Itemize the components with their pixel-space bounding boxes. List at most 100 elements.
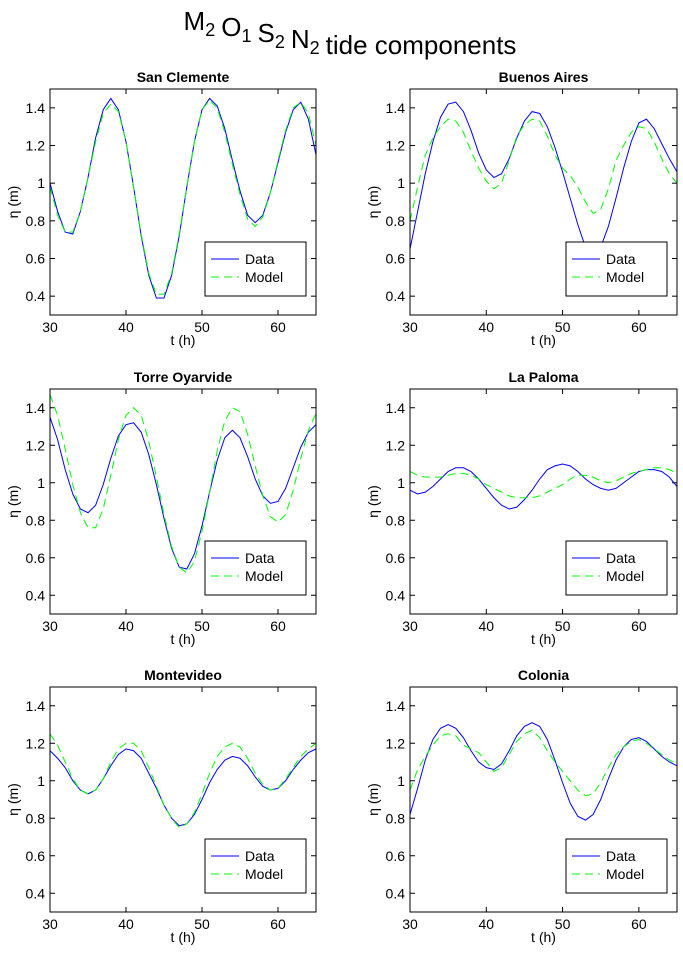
- x-axis-label: t (h): [531, 631, 556, 647]
- y-tick-label: 1.4: [386, 400, 406, 416]
- legend: Data Model: [204, 838, 307, 894]
- legend-label: Data: [606, 848, 636, 864]
- axes-frame: [409, 686, 678, 913]
- y-axis-label: η (m): [5, 186, 21, 219]
- title-symbol: N: [291, 24, 310, 54]
- x-axis-label: t (h): [171, 929, 196, 945]
- series-line: [410, 463, 677, 510]
- series-line: [50, 394, 316, 574]
- x-tick-label: 50: [555, 916, 571, 932]
- legend-box: [565, 241, 668, 297]
- legend-label: Model: [245, 568, 283, 584]
- y-tick-label: 1: [37, 475, 45, 491]
- y-tick-label: 1.2: [26, 437, 46, 453]
- legend-box: [565, 540, 668, 596]
- subplot: San Clemente 0.4 0.6 0.8 1 1.2 1.4 30 40 50 60 t (h…: [5, 69, 317, 348]
- y-axis-label: η (m): [365, 485, 381, 518]
- subplot: Torre Oyarvide 0.4 0.6 0.8 1 1.2 1.4 30 40 50 60 t …: [5, 369, 317, 647]
- legend: Data Model: [565, 838, 668, 894]
- series-line: [410, 118, 677, 221]
- y-tick-label: 0.4: [386, 587, 406, 603]
- y-tick-label: 1.4: [26, 698, 46, 714]
- legend: Data Model: [204, 241, 307, 297]
- y-tick-label: 0.4: [386, 288, 406, 304]
- y-tick-label: 1: [397, 475, 405, 491]
- legend: Data Model: [565, 540, 668, 596]
- y-tick-label: 1.4: [386, 100, 406, 116]
- title-subscript: 2: [275, 32, 285, 52]
- y-tick-label: 0.4: [26, 587, 46, 603]
- x-tick-label: 40: [478, 618, 494, 634]
- subplot: Montevideo 0.4 0.6 0.8 1 1.2 1.4 30 40 50 60 t (h) η…: [5, 667, 317, 945]
- x-axis-label: t (h): [531, 332, 556, 348]
- title-subscript: 1: [241, 26, 251, 46]
- x-tick-label: 30: [402, 319, 418, 335]
- y-tick-label: 1.4: [386, 698, 406, 714]
- legend-label: Data: [606, 550, 636, 566]
- x-tick-label: 40: [118, 916, 134, 932]
- x-axis-label: t (h): [531, 929, 556, 945]
- legend-label: Data: [245, 848, 275, 864]
- subplot-title: Buenos Aires: [499, 69, 589, 85]
- legend-box: [204, 838, 307, 894]
- title-subscript: 2: [310, 38, 320, 58]
- subplot: Buenos Aires 0.4 0.6 0.8 1 1.2 1.4 30 40 50 60 t (h…: [365, 69, 678, 348]
- y-tick-label: 1: [37, 175, 45, 191]
- title-text: tide components: [326, 30, 517, 60]
- x-tick-label: 50: [194, 916, 210, 932]
- x-tick-label: 60: [631, 319, 647, 335]
- y-tick-label: 0.8: [26, 213, 46, 229]
- subplot-title: San Clemente: [137, 69, 230, 85]
- legend-label: Model: [606, 269, 644, 285]
- x-tick-label: 60: [270, 618, 286, 634]
- subplot-title: Torre Oyarvide: [134, 369, 233, 385]
- y-axis-label: η (m): [365, 186, 381, 219]
- axes-frame: [49, 686, 317, 913]
- legend: Data Model: [565, 241, 668, 297]
- title-subscript: 2: [205, 20, 215, 40]
- subplot-title: La Paloma: [508, 369, 578, 385]
- x-tick-label: 50: [194, 319, 210, 335]
- y-tick-label: 0.6: [26, 251, 46, 267]
- y-tick-label: 0.6: [386, 848, 406, 864]
- title-symbol: S: [257, 18, 274, 48]
- legend-label: Data: [245, 550, 275, 566]
- x-tick-label: 30: [402, 916, 418, 932]
- subplot-title: Montevideo: [144, 667, 222, 683]
- legend-label: Model: [245, 866, 283, 882]
- x-tick-label: 40: [478, 319, 494, 335]
- y-axis-label: η (m): [365, 783, 381, 816]
- series-line: [410, 722, 677, 821]
- axes-frame: [409, 88, 678, 316]
- x-tick-label: 60: [270, 916, 286, 932]
- y-tick-label: 1.4: [26, 100, 46, 116]
- x-tick-label: 60: [270, 319, 286, 335]
- y-axis-label: η (m): [5, 485, 21, 518]
- figure-title: M2 O1 S2 N2 tide components: [184, 6, 517, 60]
- x-tick-label: 50: [194, 618, 210, 634]
- y-tick-label: 0.6: [386, 550, 406, 566]
- x-tick-label: 30: [42, 916, 58, 932]
- y-tick-label: 1.2: [26, 735, 46, 751]
- y-tick-label: 0.8: [26, 810, 46, 826]
- series-line: [410, 101, 677, 256]
- y-tick-label: 0.4: [26, 885, 46, 901]
- series-line: [50, 733, 316, 829]
- x-tick-label: 60: [631, 916, 647, 932]
- legend-label: Data: [245, 251, 275, 267]
- x-tick-label: 30: [402, 618, 418, 634]
- subplot: Colonia 0.4 0.6 0.8 1 1.2 1.4 30 40 50 60 t (h) η (m…: [365, 667, 678, 945]
- y-tick-label: 0.6: [386, 251, 406, 267]
- x-tick-label: 50: [555, 618, 571, 634]
- y-tick-label: 1.2: [26, 138, 46, 154]
- subplot-title: Colonia: [518, 667, 570, 683]
- y-tick-label: 0.8: [386, 810, 406, 826]
- y-tick-label: 0.4: [386, 885, 406, 901]
- x-tick-label: 30: [42, 319, 58, 335]
- x-tick-label: 40: [478, 916, 494, 932]
- legend-box: [204, 241, 307, 297]
- axes-frame: [49, 388, 317, 615]
- series-line: [410, 729, 677, 797]
- series-line: [50, 97, 316, 299]
